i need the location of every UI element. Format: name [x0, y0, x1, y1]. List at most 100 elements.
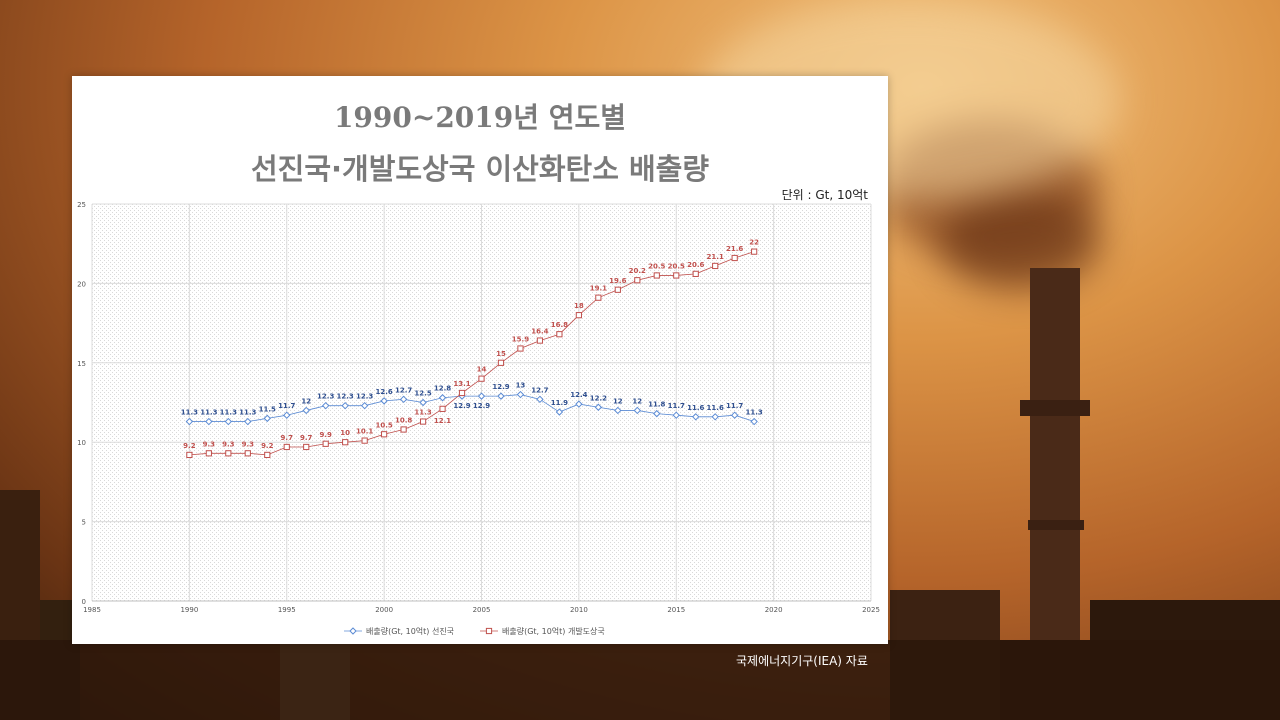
chart-subtitle: 선진국·개발도상국 이산화탄소 배출량	[250, 152, 710, 186]
data-label: 16.4	[531, 328, 548, 336]
data-point	[322, 440, 329, 447]
data-label: 13	[516, 382, 526, 390]
data-label: 16.8	[551, 321, 568, 329]
data-point	[692, 413, 700, 421]
data-point	[185, 417, 194, 426]
data-label: 20.6	[687, 261, 704, 269]
data-label: 9.2	[183, 442, 196, 450]
data-point	[263, 414, 271, 423]
y-tick-label: 20	[77, 280, 86, 288]
data-label: 14	[477, 366, 487, 374]
data-point	[303, 443, 310, 451]
data-point	[575, 312, 582, 319]
x-tick-label: 2020	[765, 606, 783, 614]
y-tick-label: 0	[82, 598, 86, 606]
data-label: 13.1	[453, 380, 470, 388]
data-point	[439, 405, 446, 412]
data-point	[556, 331, 563, 338]
data-label: 11.7	[726, 402, 743, 410]
data-point	[711, 413, 719, 421]
data-label: 11.3	[414, 409, 431, 417]
data-label: 19.1	[590, 285, 607, 293]
data-point	[653, 409, 661, 418]
series-line	[189, 251, 755, 456]
data-point	[264, 451, 271, 459]
data-label: 12.3	[317, 393, 334, 401]
data-point	[692, 270, 699, 277]
data-point	[205, 417, 213, 426]
x-tick-label: 1995	[278, 606, 296, 614]
x-tick-label: 2025	[862, 606, 880, 614]
chart-title: 1990~2019년 연도별	[333, 101, 627, 134]
data-point	[536, 337, 544, 344]
data-point	[516, 390, 525, 399]
data-label: 19.6	[609, 277, 626, 285]
data-point	[400, 426, 407, 433]
y-tick-label: 5	[82, 519, 86, 527]
data-label: 12.2	[590, 394, 607, 402]
legend-label: 배출량(Gt, 10억t) 선진국	[366, 626, 454, 636]
data-point	[321, 401, 330, 410]
x-tick-label: 2005	[473, 606, 491, 614]
data-point	[594, 403, 603, 411]
data-label: 11.9	[551, 399, 568, 407]
data-point	[419, 398, 427, 407]
data-point	[536, 395, 544, 404]
data-point	[360, 401, 369, 410]
data-label: 20.2	[629, 267, 646, 275]
data-label: 10.5	[375, 421, 392, 429]
data-point	[730, 411, 739, 419]
y-tick-label: 15	[77, 360, 86, 368]
y-tick-label: 10	[77, 439, 86, 447]
data-label: 12.5	[414, 390, 431, 398]
x-tick-label: 1985	[83, 606, 101, 614]
data-point	[672, 411, 680, 419]
data-label: 9.3	[222, 440, 235, 448]
data-label: 12.3	[337, 393, 354, 401]
unit-label: 단위 : Gt, 10억t	[781, 188, 868, 202]
x-tick-label: 1990	[180, 606, 198, 614]
data-label: 9.7	[281, 434, 294, 442]
data-label: 11.3	[239, 409, 256, 417]
data-point	[225, 450, 232, 457]
data-point	[361, 437, 368, 444]
data-point	[341, 401, 349, 410]
data-point	[614, 406, 622, 415]
data-label: 9.3	[242, 440, 255, 448]
data-label: 11.3	[181, 409, 198, 417]
data-point	[244, 417, 252, 426]
data-label: 18	[574, 302, 584, 310]
data-label: 12	[613, 397, 623, 405]
data-label: 9.2	[261, 442, 274, 450]
data-point	[342, 439, 349, 446]
data-point	[380, 397, 388, 405]
data-label: 12.3	[356, 393, 373, 401]
data-point	[750, 417, 758, 426]
data-point	[673, 272, 680, 279]
legend-label: 배출량(Gt, 10억t) 개발도상국	[502, 626, 605, 636]
data-point	[614, 286, 621, 293]
data-point	[497, 392, 505, 400]
data-label: 21.1	[707, 253, 724, 261]
data-label: 10.1	[356, 428, 373, 436]
data-label: 15.9	[512, 336, 529, 344]
data-label: 11.5	[259, 405, 276, 413]
data-label: 12.8	[434, 385, 451, 393]
data-point	[517, 345, 524, 352]
data-label: 12.4	[570, 391, 587, 399]
source-note: 국제에너지기구(IEA) 자료	[736, 654, 868, 668]
data-label: 11.7	[668, 402, 685, 410]
data-point	[633, 406, 642, 415]
data-label: 12	[632, 397, 642, 405]
data-point	[458, 389, 466, 397]
data-label: 15	[496, 350, 506, 358]
data-point	[283, 411, 291, 419]
legend-marker	[485, 627, 493, 635]
data-label: 9.3	[203, 440, 216, 448]
legend-marker	[349, 627, 357, 635]
data-label: 12.9	[453, 402, 470, 410]
data-label: 12.9	[492, 383, 509, 391]
data-point	[634, 277, 641, 284]
